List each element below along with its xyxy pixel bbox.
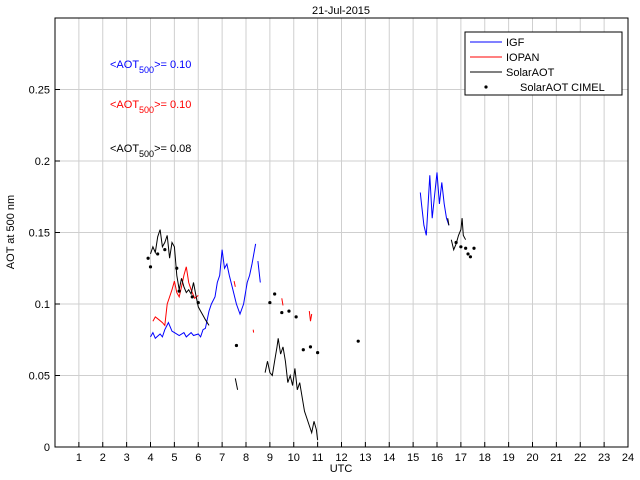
ticks: 1 2 3 4 5 6 7 8 9 10 11 12 13 14 15 16 17 18 19 20 21 22 23 240… <box>29 85 635 465</box>
series-solaraot-cimel-point <box>146 256 150 260</box>
x-tick-label: 10 <box>288 452 300 464</box>
legend-swatch-dot <box>484 85 488 89</box>
annotation-prefix: <AOT <box>110 99 139 111</box>
x-tick-label: 7 <box>219 452 225 464</box>
x-tick-label: 3 <box>124 452 130 464</box>
series-solaraot-cimel-point <box>472 246 476 250</box>
y-tick-label: 0.05 <box>29 371 50 383</box>
y-tick-label: 0.15 <box>29 228 50 240</box>
series-iopan-line <box>308 311 313 322</box>
series-solaraot-cimel-point <box>308 345 313 349</box>
x-tick-label: 13 <box>359 452 371 464</box>
series-solaraot-line <box>447 218 450 226</box>
series-solaraot-cimel-point <box>148 265 153 269</box>
legend-label: IOPAN <box>506 52 539 64</box>
x-tick-label: 8 <box>243 452 249 464</box>
series-solaraot-cimel-point <box>301 348 305 352</box>
x-tick-label: 4 <box>147 452 153 464</box>
series-solaraot-cimel-point <box>466 252 470 256</box>
x-tick-label: 12 <box>335 452 347 464</box>
annotation-subscript: 500 <box>139 105 154 115</box>
series-solaraot-cimel-point <box>156 252 160 256</box>
y-axis-label: AOT at 500 nm <box>5 195 17 269</box>
x-tick-label: 11 <box>312 452 323 464</box>
series-solaraot-cimel-point <box>316 351 320 355</box>
x-tick-label: 17 <box>455 452 467 464</box>
series-iopan-line <box>152 266 199 327</box>
x-tick-label: 6 <box>195 452 201 464</box>
aot-mean-annotation: <AOT500>= 0.08 <box>110 143 191 159</box>
series-iopan-line <box>233 280 236 287</box>
x-tick-label: 19 <box>503 452 515 464</box>
legend: IGF IOPAN SolarAOT SolarAOT CIMEL <box>464 31 623 96</box>
x-tick-label: 22 <box>574 452 586 464</box>
annotation-prefix: <AOT <box>110 143 139 155</box>
series-igf-line <box>419 172 450 236</box>
plot-data <box>146 172 476 440</box>
series-solaraot-cimel-point <box>468 255 473 259</box>
x-tick-label: 15 <box>407 452 419 464</box>
series-solaraot-cimel-point <box>294 315 298 319</box>
series-solaraot-cimel-point <box>175 266 179 270</box>
x-tick-label: 21 <box>550 452 562 464</box>
series-solaraot-cimel-point <box>356 339 360 343</box>
chart-title: 21-Jul-2015 <box>312 5 370 17</box>
y-tick-label: 0 <box>44 442 50 454</box>
x-tick-label: 20 <box>526 452 538 464</box>
series-solaraot-cimel-point <box>190 295 194 299</box>
x-tick-label: 14 <box>383 452 395 464</box>
legend-label: SolarAOT <box>506 67 555 79</box>
series-solaraot-cimel-point <box>287 309 291 313</box>
x-tick-label: 5 <box>171 452 177 464</box>
series-solaraot-cimel-point <box>273 292 277 296</box>
series-solaraot-line <box>150 229 210 326</box>
series-igf-line <box>150 243 257 340</box>
annotation-subscript: 500 <box>139 149 154 159</box>
x-tick-label: 24 <box>622 452 634 464</box>
series-solaraot-line <box>450 218 467 252</box>
y-tick-label: 0.1 <box>35 299 50 311</box>
legend-label: SolarAOT CIMEL <box>520 82 605 94</box>
y-tick-label: 0.25 <box>29 85 50 97</box>
x-tick-label: 9 <box>267 452 273 464</box>
series-solaraot-line <box>234 378 239 390</box>
series-solaraot-cimel-point <box>454 240 458 245</box>
annotation-subscript: 500 <box>139 65 154 75</box>
legend-label: IGF <box>506 37 525 49</box>
annotations: <AOT500>= 0.10<AOT500>= 0.10<AOT500>= 0.… <box>110 59 191 159</box>
series-solaraot-cimel-point <box>268 300 272 305</box>
aot-mean-annotation: <AOT500>= 0.10 <box>110 59 191 75</box>
x-axis-label: UTC <box>330 463 353 475</box>
series-solaraot-line <box>264 338 319 440</box>
aot-mean-annotation: <AOT500>= 0.10 <box>110 99 191 115</box>
annotation-prefix: <AOT <box>110 59 139 71</box>
annotation-suffix: >= 0.10 <box>154 99 191 111</box>
series-solaraot-cimel-point <box>459 245 463 249</box>
series-solaraot-cimel-point <box>280 310 284 315</box>
annotation-suffix: >= 0.10 <box>154 59 191 71</box>
series-solaraot-cimel-point <box>196 300 200 305</box>
series-solaraot-cimel-point <box>234 343 239 348</box>
series-igf-line <box>257 261 261 283</box>
x-tick-label: 18 <box>479 452 491 464</box>
series-iopan-line <box>281 298 284 306</box>
series-solaraot-cimel-point <box>464 246 468 250</box>
series-solaraot-cimel-point <box>163 248 167 252</box>
annotation-suffix: >= 0.08 <box>154 143 191 155</box>
y-tick-label: 0.2 <box>35 156 50 168</box>
series-solaraot-cimel-point <box>177 289 181 293</box>
x-tick-label: 23 <box>598 452 610 464</box>
x-tick-label: 2 <box>100 452 106 464</box>
x-tick-label: 16 <box>431 452 443 464</box>
x-tick-label: 1 <box>76 452 82 464</box>
